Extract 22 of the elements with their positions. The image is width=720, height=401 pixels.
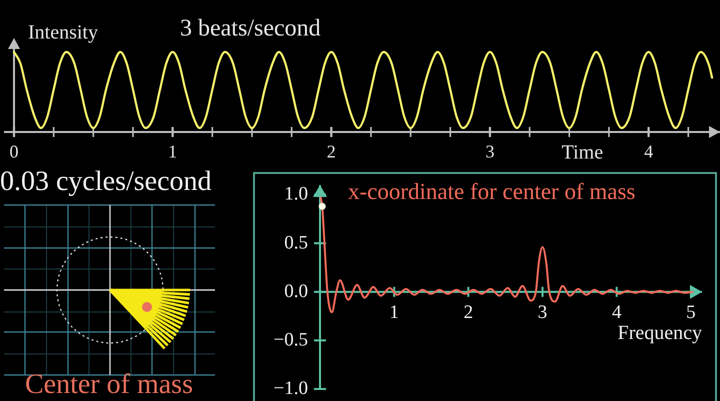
- chart-title: x-coordinate for center of mass: [348, 179, 636, 204]
- x-tick-label: 1: [389, 302, 399, 323]
- x-tick-label: 4: [612, 302, 622, 323]
- y-axis-title: Intensity: [28, 21, 98, 44]
- text: 0.03 cycles/second: [0, 166, 212, 197]
- y-tick-label: −1.0: [274, 378, 308, 399]
- x-tick-label: 1: [168, 142, 178, 162]
- x-tick-label: 0: [10, 142, 18, 162]
- text: Center of mass: [25, 369, 193, 400]
- y-tick-label: 1.0: [284, 184, 308, 205]
- x-axis-title: Frequency: [618, 322, 702, 344]
- x-tick-label: 3: [538, 302, 548, 323]
- x-tick-label: 4: [644, 142, 654, 162]
- x-tick-label: 5: [686, 302, 696, 323]
- chart-title: 3 beats/second: [180, 15, 321, 42]
- y-tick-label: 0.5: [284, 232, 308, 254]
- x-tick-label: 3: [485, 142, 494, 162]
- x-axis-title: Time: [562, 141, 604, 164]
- y-tick-label: 0.0: [284, 280, 308, 302]
- y-tick-label: −0.5: [274, 329, 308, 350]
- x-tick-label: 2: [464, 302, 474, 323]
- x-tick-label: 2: [326, 142, 336, 162]
